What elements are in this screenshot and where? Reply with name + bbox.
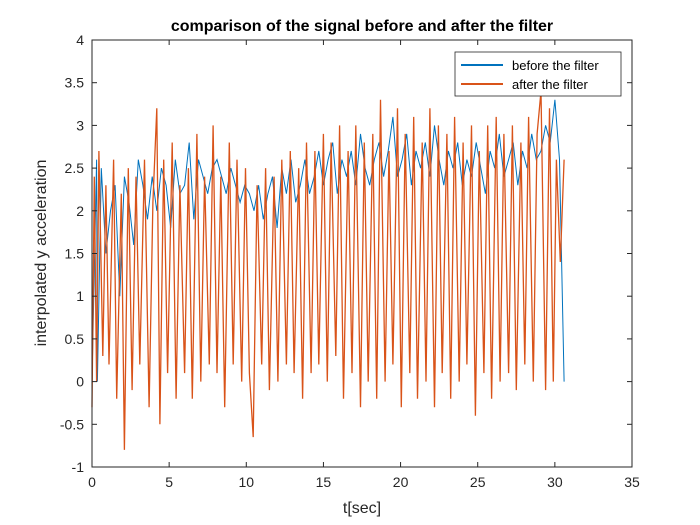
y-axis: -1 -0.5 0 0.5 1 1.5 2 2.5 3 3.5 4 bbox=[60, 32, 632, 475]
series-line-after-filter bbox=[91, 91, 565, 450]
x-tick-label: 35 bbox=[624, 474, 640, 490]
y-tick-label: 1.5 bbox=[65, 246, 85, 262]
y-tick-label: -1 bbox=[72, 459, 85, 475]
legend-label-before: before the filter bbox=[512, 58, 599, 73]
y-tick-label: 4 bbox=[76, 32, 84, 48]
x-tick-label: 30 bbox=[547, 474, 563, 490]
x-tick-label: 20 bbox=[393, 474, 409, 490]
legend: before the filter after the filter bbox=[454, 51, 622, 97]
x-tick-label: 15 bbox=[316, 474, 332, 490]
y-tick-label: 3.5 bbox=[65, 75, 85, 91]
series-layer bbox=[91, 91, 565, 450]
x-tick-label: 10 bbox=[238, 474, 254, 490]
chart-title: comparison of the signal before and afte… bbox=[171, 18, 553, 35]
x-axis-label: t[sec] bbox=[343, 500, 381, 517]
y-tick-label: 2 bbox=[76, 203, 84, 219]
y-tick-label: 0 bbox=[76, 374, 84, 390]
y-tick-label: 0.5 bbox=[65, 331, 85, 347]
legend-box bbox=[454, 51, 622, 97]
y-tick-label: -0.5 bbox=[60, 416, 84, 432]
series-line-before-filter bbox=[91, 99, 565, 382]
x-tick-label: 0 bbox=[88, 474, 96, 490]
y-tick-label: 1 bbox=[76, 288, 84, 304]
x-tick-label: 25 bbox=[470, 474, 486, 490]
y-axis-label: interpolated y acceleration bbox=[33, 160, 50, 347]
x-axis: 0 5 10 15 20 25 30 35 bbox=[88, 40, 640, 490]
legend-label-after: after the filter bbox=[512, 77, 589, 92]
y-tick-label: 3 bbox=[76, 117, 84, 133]
x-tick-label: 5 bbox=[165, 474, 173, 490]
y-tick-label: 2.5 bbox=[65, 160, 85, 176]
